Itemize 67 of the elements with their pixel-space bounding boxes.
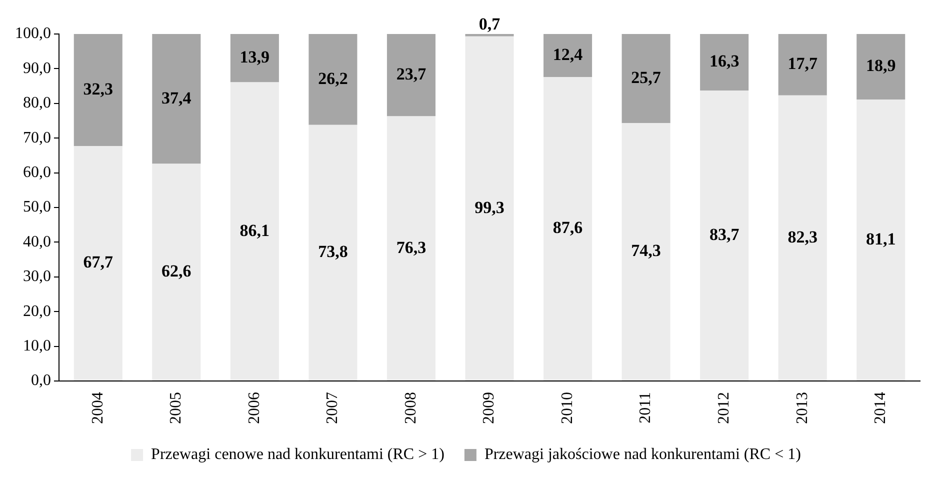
data-label: 17,7 <box>788 54 818 74</box>
data-label: 23,7 <box>396 64 427 84</box>
data-label: 83,7 <box>709 224 740 244</box>
bar <box>308 34 358 125</box>
y-tick-label: 0,0 <box>31 372 51 390</box>
x-tick-label: 2005 <box>168 392 185 424</box>
bar <box>152 164 201 380</box>
x-tick-label: 2010 <box>558 392 576 424</box>
bar <box>465 36 514 380</box>
data-label: 37,4 <box>162 88 192 108</box>
y-tick-label: 80,0 <box>23 94 51 112</box>
x-tick-label: 2008 <box>402 392 420 424</box>
data-label: 76,3 <box>396 238 426 257</box>
data-label: 67,7 <box>83 252 114 272</box>
bar <box>856 100 906 380</box>
y-tick-label: 90,0 <box>23 60 51 77</box>
data-label: 99,3 <box>474 198 504 217</box>
bar <box>700 34 749 91</box>
x-tick-label: 2011 <box>637 392 654 424</box>
bar <box>856 34 906 100</box>
bar <box>74 146 122 380</box>
bar <box>622 34 670 124</box>
bar <box>544 77 592 380</box>
legend-label: Przewagi jakościowe nad konkurentami (RC < 1) <box>484 446 801 464</box>
data-label: 25,7 <box>631 68 662 87</box>
data-label: 87,6 <box>552 218 583 238</box>
x-tick-label: 2014 <box>872 392 890 424</box>
y-tick-label: 100,0 <box>15 25 51 42</box>
data-label: 73,8 <box>318 242 348 262</box>
data-label: 32,3 <box>83 79 114 98</box>
data-label: 82,3 <box>788 227 818 246</box>
bar <box>74 34 122 146</box>
data-label: 12,4 <box>552 44 584 64</box>
x-tick-label: 2009 <box>480 392 498 424</box>
y-tick-label: 50,0 <box>23 198 51 216</box>
y-tick-label: 20,0 <box>23 302 51 320</box>
x-tick-label: 2006 <box>246 392 263 424</box>
data-label: 18,9 <box>866 56 896 76</box>
data-label: 86,1 <box>240 220 270 240</box>
bar <box>544 34 592 78</box>
x-tick-label: 2012 <box>716 392 733 424</box>
bar <box>778 95 827 380</box>
bar <box>386 116 436 380</box>
bar <box>230 34 279 82</box>
bar <box>230 82 279 380</box>
bar <box>622 123 670 380</box>
data-label: 13,9 <box>240 48 270 67</box>
x-tick-label: 2004 <box>89 392 106 424</box>
data-label: 26,2 <box>318 68 348 88</box>
y-tick-label: 30,0 <box>23 268 51 286</box>
legend-label: Przewagi cenowe nad konkurentami (RC > 1) <box>151 446 444 464</box>
data-label: 81,1 <box>866 229 896 248</box>
bar <box>308 124 358 380</box>
bar <box>700 90 749 380</box>
x-tick-label: 2007 <box>324 392 342 424</box>
bar <box>152 34 201 164</box>
data-label: 0,7 <box>478 14 501 34</box>
bar <box>386 34 436 116</box>
y-tick-label: 70,0 <box>23 129 51 146</box>
y-tick-label: 40,0 <box>23 233 51 250</box>
bar <box>778 34 827 96</box>
data-label: 74,3 <box>631 241 661 260</box>
data-label: 62,6 <box>162 262 192 281</box>
y-tick-label: 60,0 <box>23 164 51 182</box>
data-label: 16,3 <box>709 52 740 71</box>
x-tick-label: 2013 <box>794 392 811 424</box>
y-tick-label: 10,0 <box>23 338 51 355</box>
